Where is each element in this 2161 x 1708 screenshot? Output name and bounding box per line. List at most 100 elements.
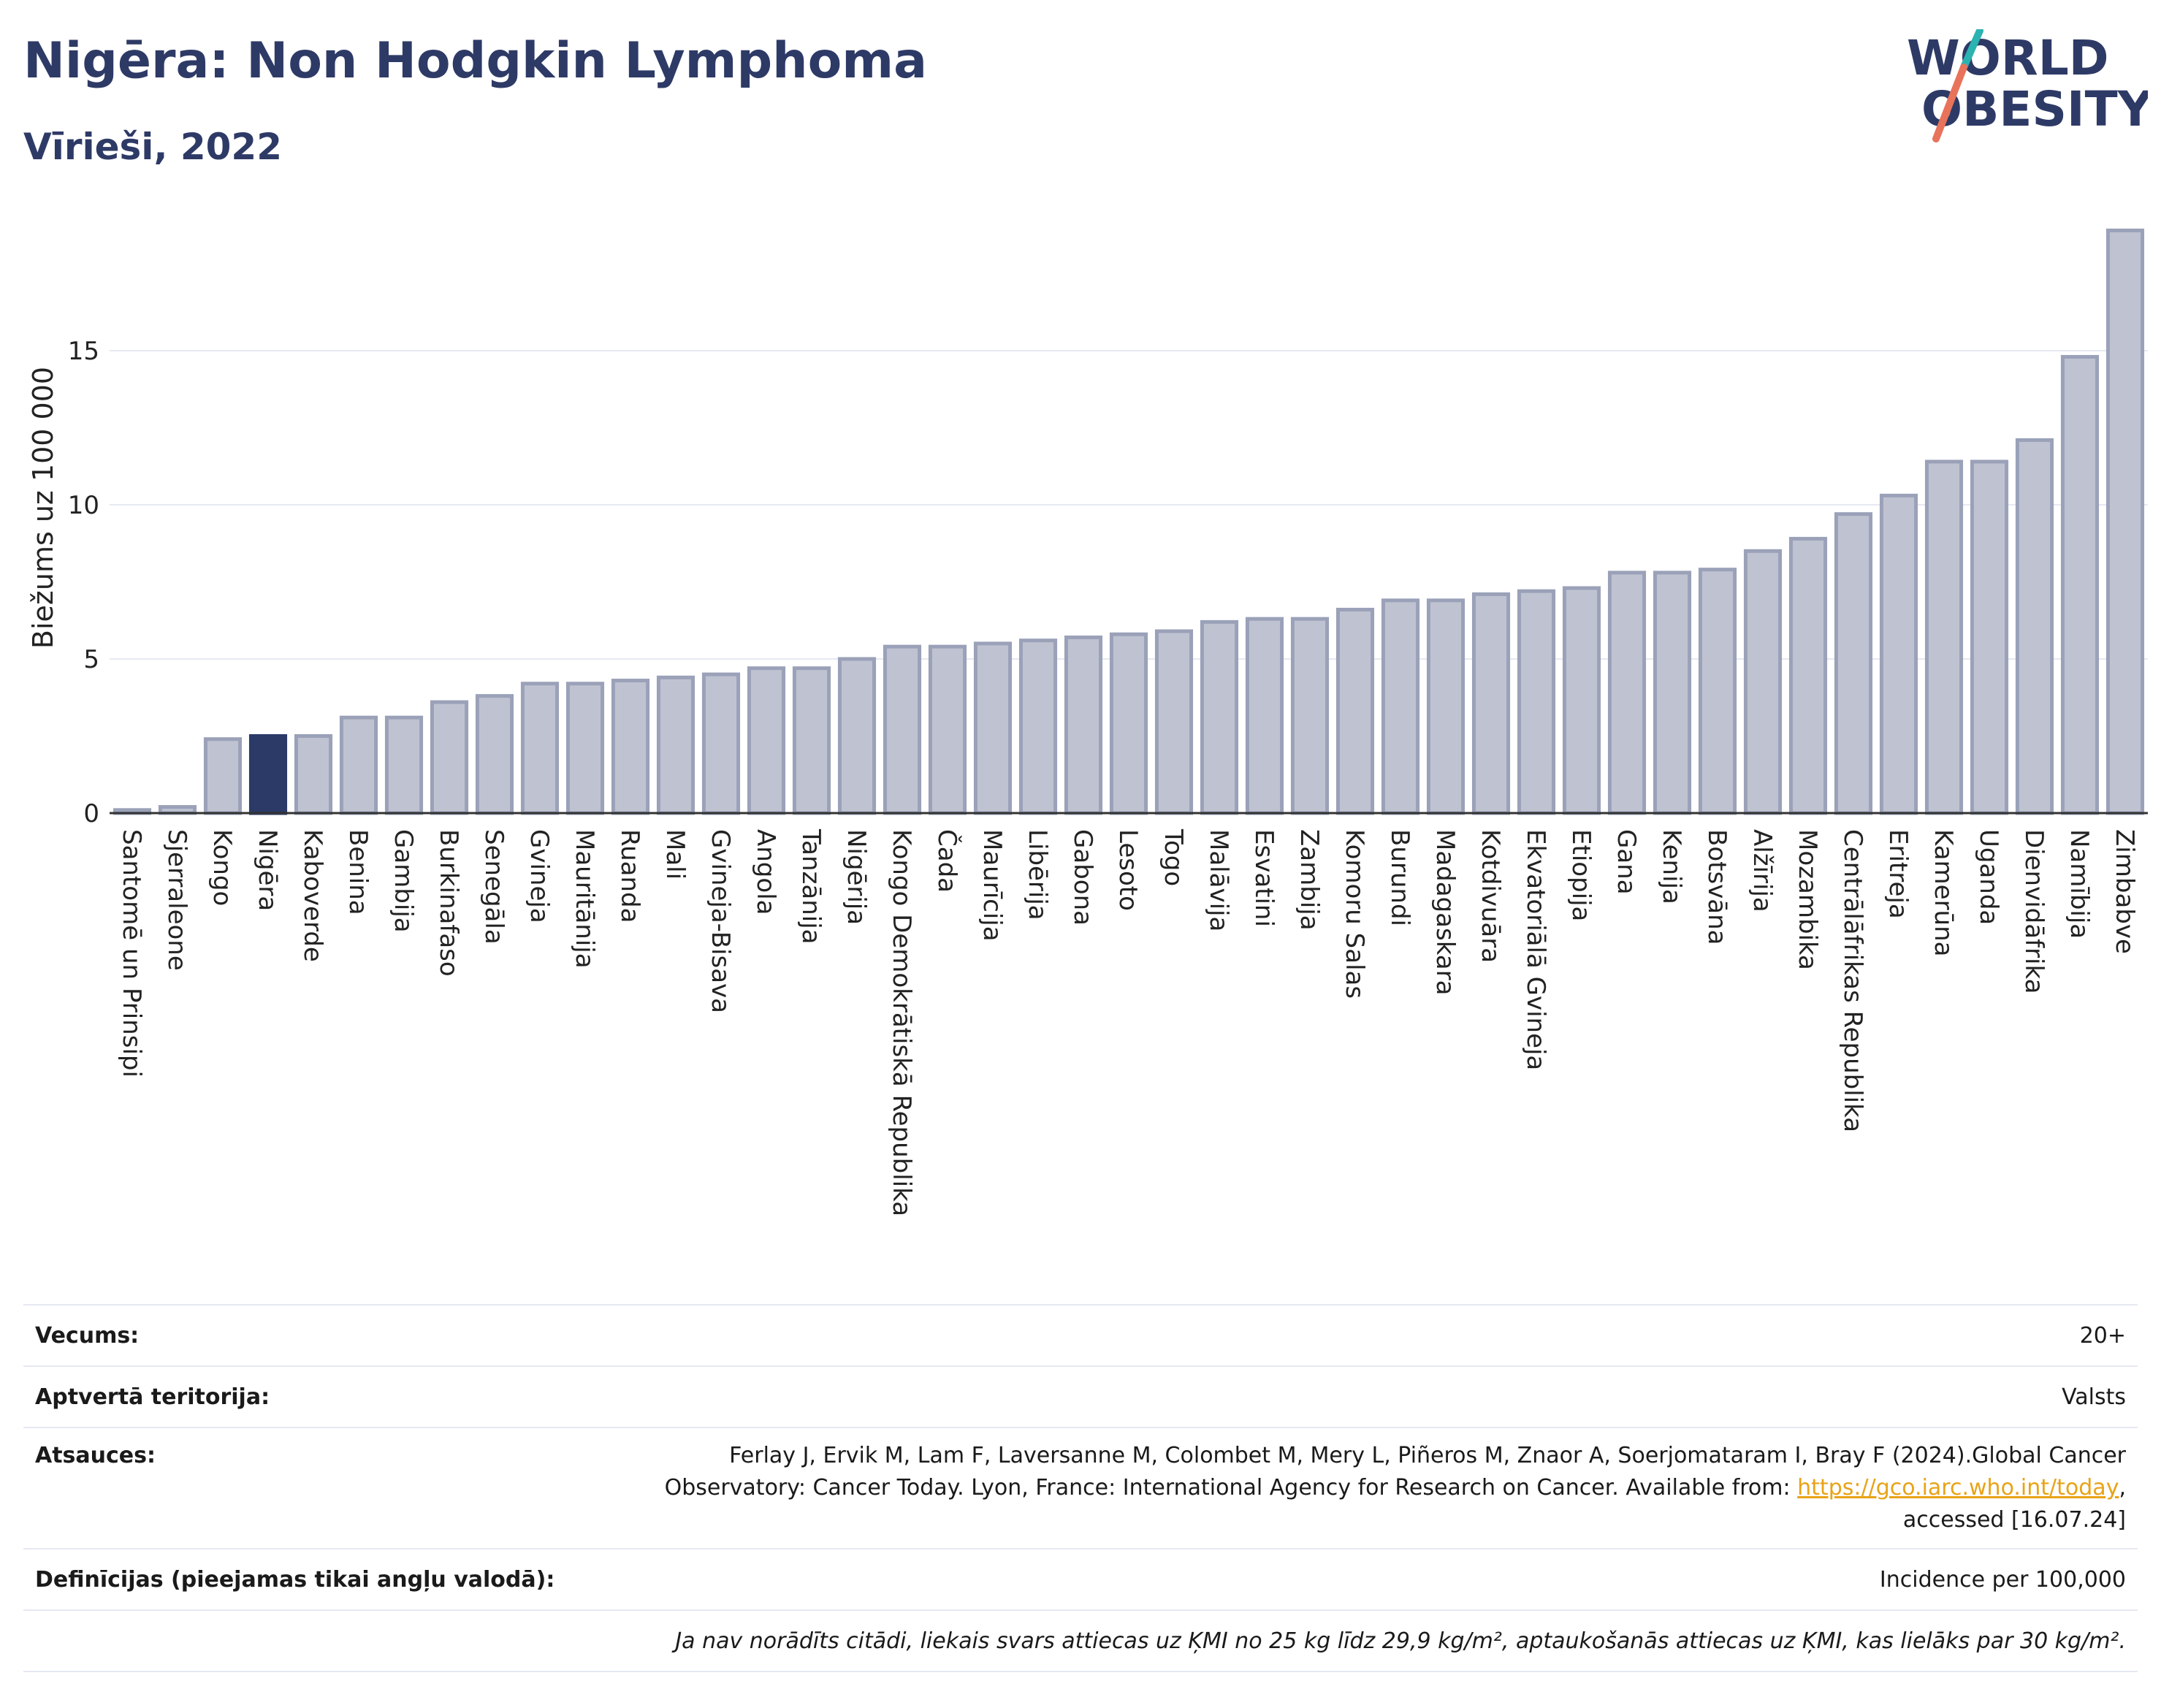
bar-Čada [928, 644, 967, 815]
refs-comma: , [2119, 1475, 2126, 1501]
bar-Senegāla [475, 694, 514, 815]
x-tick-label: Namībija [2065, 829, 2094, 939]
world-obesity-logo: WORLD OBESITY [1907, 29, 2148, 142]
bar-Gambija [384, 715, 424, 815]
refs-value: Ferlay J, Ervik M, Lam F, Laversanne M, … [665, 1440, 2126, 1536]
bar-Ruanda [611, 679, 650, 815]
territory-value: Valsts [2062, 1384, 2126, 1410]
bar-Kaboverde [294, 734, 333, 815]
page-title: Nigēra: Non Hodgkin Lymphoma [23, 32, 928, 90]
x-tick-label: Libērija [1023, 829, 1052, 920]
bar-Ekvatoriālā Gvineja [1517, 589, 1556, 815]
bar-Zambija [1290, 617, 1330, 815]
definitions-label: Definīcijas (pieejamas tikai angļu valod… [35, 1566, 555, 1593]
x-tick-label: Kamerūna [1929, 829, 1958, 956]
x-tick-label: Kaboverde [298, 829, 327, 962]
x-tick-label: Zambija [1295, 829, 1324, 931]
bar-Libērija [1018, 638, 1058, 815]
x-tick-label: Ruanda [615, 829, 644, 923]
logo-line1: WORLD [1907, 30, 2109, 86]
x-tick-label: Komoru Salas [1340, 829, 1369, 999]
bar-Malāvija [1200, 619, 1239, 815]
bar-Nigēra [248, 734, 288, 815]
bar-Kenija [1653, 571, 1692, 815]
bar-Nigērija [837, 657, 877, 815]
y-tick-labels: 0 5 10 15 [68, 337, 99, 828]
x-tick-label: Angola [751, 829, 780, 915]
bar-Burkinafaso [430, 700, 469, 815]
x-tick-label: Gana [1612, 829, 1641, 895]
x-tick-label: Mauritānija [570, 829, 599, 969]
bar-Lesoto [1109, 632, 1148, 815]
territory-label: Aptvertā teritorija: [35, 1384, 270, 1410]
x-tick-label: Dienvidāfrika [2019, 829, 2048, 994]
bar-Kotdivuāra [1471, 592, 1511, 815]
x-tick-labels: Santomē un Prinsipi Sjerraleone Kongo Nigēr… [117, 828, 2139, 1216]
definitions-row: Definīcijas (pieejamas tikai angļu valod… [23, 1548, 2138, 1609]
x-tick-label: Burkinafaso [434, 829, 463, 977]
bar-Etiopija [1562, 586, 1601, 815]
x-tick-label: Etiopija [1566, 829, 1596, 921]
bar-Zimbabve [2105, 228, 2145, 815]
y-tick-label: 0 [83, 799, 99, 828]
bar-Esvatini [1245, 617, 1284, 815]
bar-Botsvāna [1698, 568, 1737, 815]
x-tick-label: Centrālāfrikas Republika [1838, 829, 1867, 1132]
refs-label: Atsauces: [35, 1443, 156, 1468]
bar-Uganda [1970, 460, 2009, 815]
x-tick-label: Esvatini [1249, 829, 1278, 927]
x-tick-label: Maurīcija [977, 829, 1007, 942]
refs-row: Atsauces: Ferlay J, Ervik M, Lam F, Lave… [23, 1427, 2138, 1548]
bar-Gvineja-Bisava [701, 672, 741, 815]
x-tick-label: Nigēra [253, 829, 282, 911]
page-subtitle: Vīrieši, 2022 [23, 126, 283, 168]
x-tick-label: Gvineja [525, 829, 554, 923]
definitions-value: Incidence per 100,000 [1879, 1566, 2126, 1593]
bar-Mali [656, 675, 695, 815]
x-tick-label: Tanzānija [796, 828, 826, 944]
age-label: Vecums: [35, 1322, 140, 1349]
x-tick-label: Kotdivuāra [1476, 829, 1505, 963]
logo-line2: OBESITY [1921, 81, 2148, 137]
bar-Benina [339, 715, 378, 815]
age-value: 20+ [2079, 1322, 2126, 1349]
x-tick-label: Nigērija [842, 829, 871, 925]
y-tick-label: 15 [68, 337, 99, 366]
x-tick-label: Uganda [1974, 829, 2003, 925]
x-tick-label: Ekvatoriālā Gvineja [1521, 829, 1550, 1070]
note-text: Ja nav norādīts citādi, liekais svars at… [675, 1628, 2126, 1654]
y-axis-label: Biežums uz 100 000 [27, 367, 59, 649]
bar-Alžīrija [1743, 549, 1783, 815]
bar-Gana [1607, 571, 1647, 815]
x-tick-label: Lesoto [1113, 829, 1143, 911]
bar-Angola [747, 666, 786, 815]
age-row: Vecums: 20+ [23, 1304, 2138, 1365]
x-tick-label: Santomē un Prinsipi [117, 829, 146, 1078]
y-tick-label: 10 [68, 491, 99, 520]
x-tick-label: Eritreja [1883, 829, 1913, 919]
y-tick-label: 5 [83, 645, 99, 674]
x-tick-label: Madagaskara [1430, 829, 1460, 995]
bar-chart: 0 5 10 15 Santomē un Prinsipi Sjerraleone Kon… [27, 228, 2148, 1216]
note-row: Ja nav norādīts citādi, liekais svars at… [23, 1609, 2138, 1671]
bar-Burundi [1381, 598, 1420, 815]
bar-Dienvidāfrika [2015, 438, 2054, 815]
bar-Togo [1154, 629, 1194, 815]
x-tick-label: Kongo Demokrātiskā Republika [887, 829, 916, 1216]
territory-row: Aptvertā teritorija: Valsts [23, 1365, 2138, 1427]
refs-line3: accessed [16.07.24] [1902, 1507, 2126, 1533]
bar-Madagaskara [1426, 598, 1466, 815]
x-tick-label: Botsvāna [1702, 829, 1731, 945]
x-tick-label: Gambija [389, 829, 418, 933]
info-table: Vecums: 20+ Aptvertā teritorija: Valsts … [23, 1304, 2138, 1672]
x-tick-label: Mozambika [1793, 829, 1822, 970]
bar-Eritreja [1879, 493, 1918, 815]
x-tick-label: Zimbabve [2110, 829, 2139, 954]
x-tick-label: Sjerraleone [162, 829, 191, 971]
x-tick-label: Kenija [1657, 829, 1686, 904]
x-tick-label: Mali [660, 829, 690, 880]
x-tick-label: Senegāla [479, 829, 508, 945]
bar-Kamerūna [1924, 460, 1964, 815]
refs-link[interactable]: https://gco.iarc.who.int/today [1797, 1475, 2119, 1501]
x-tick-label: Kongo [207, 829, 237, 906]
